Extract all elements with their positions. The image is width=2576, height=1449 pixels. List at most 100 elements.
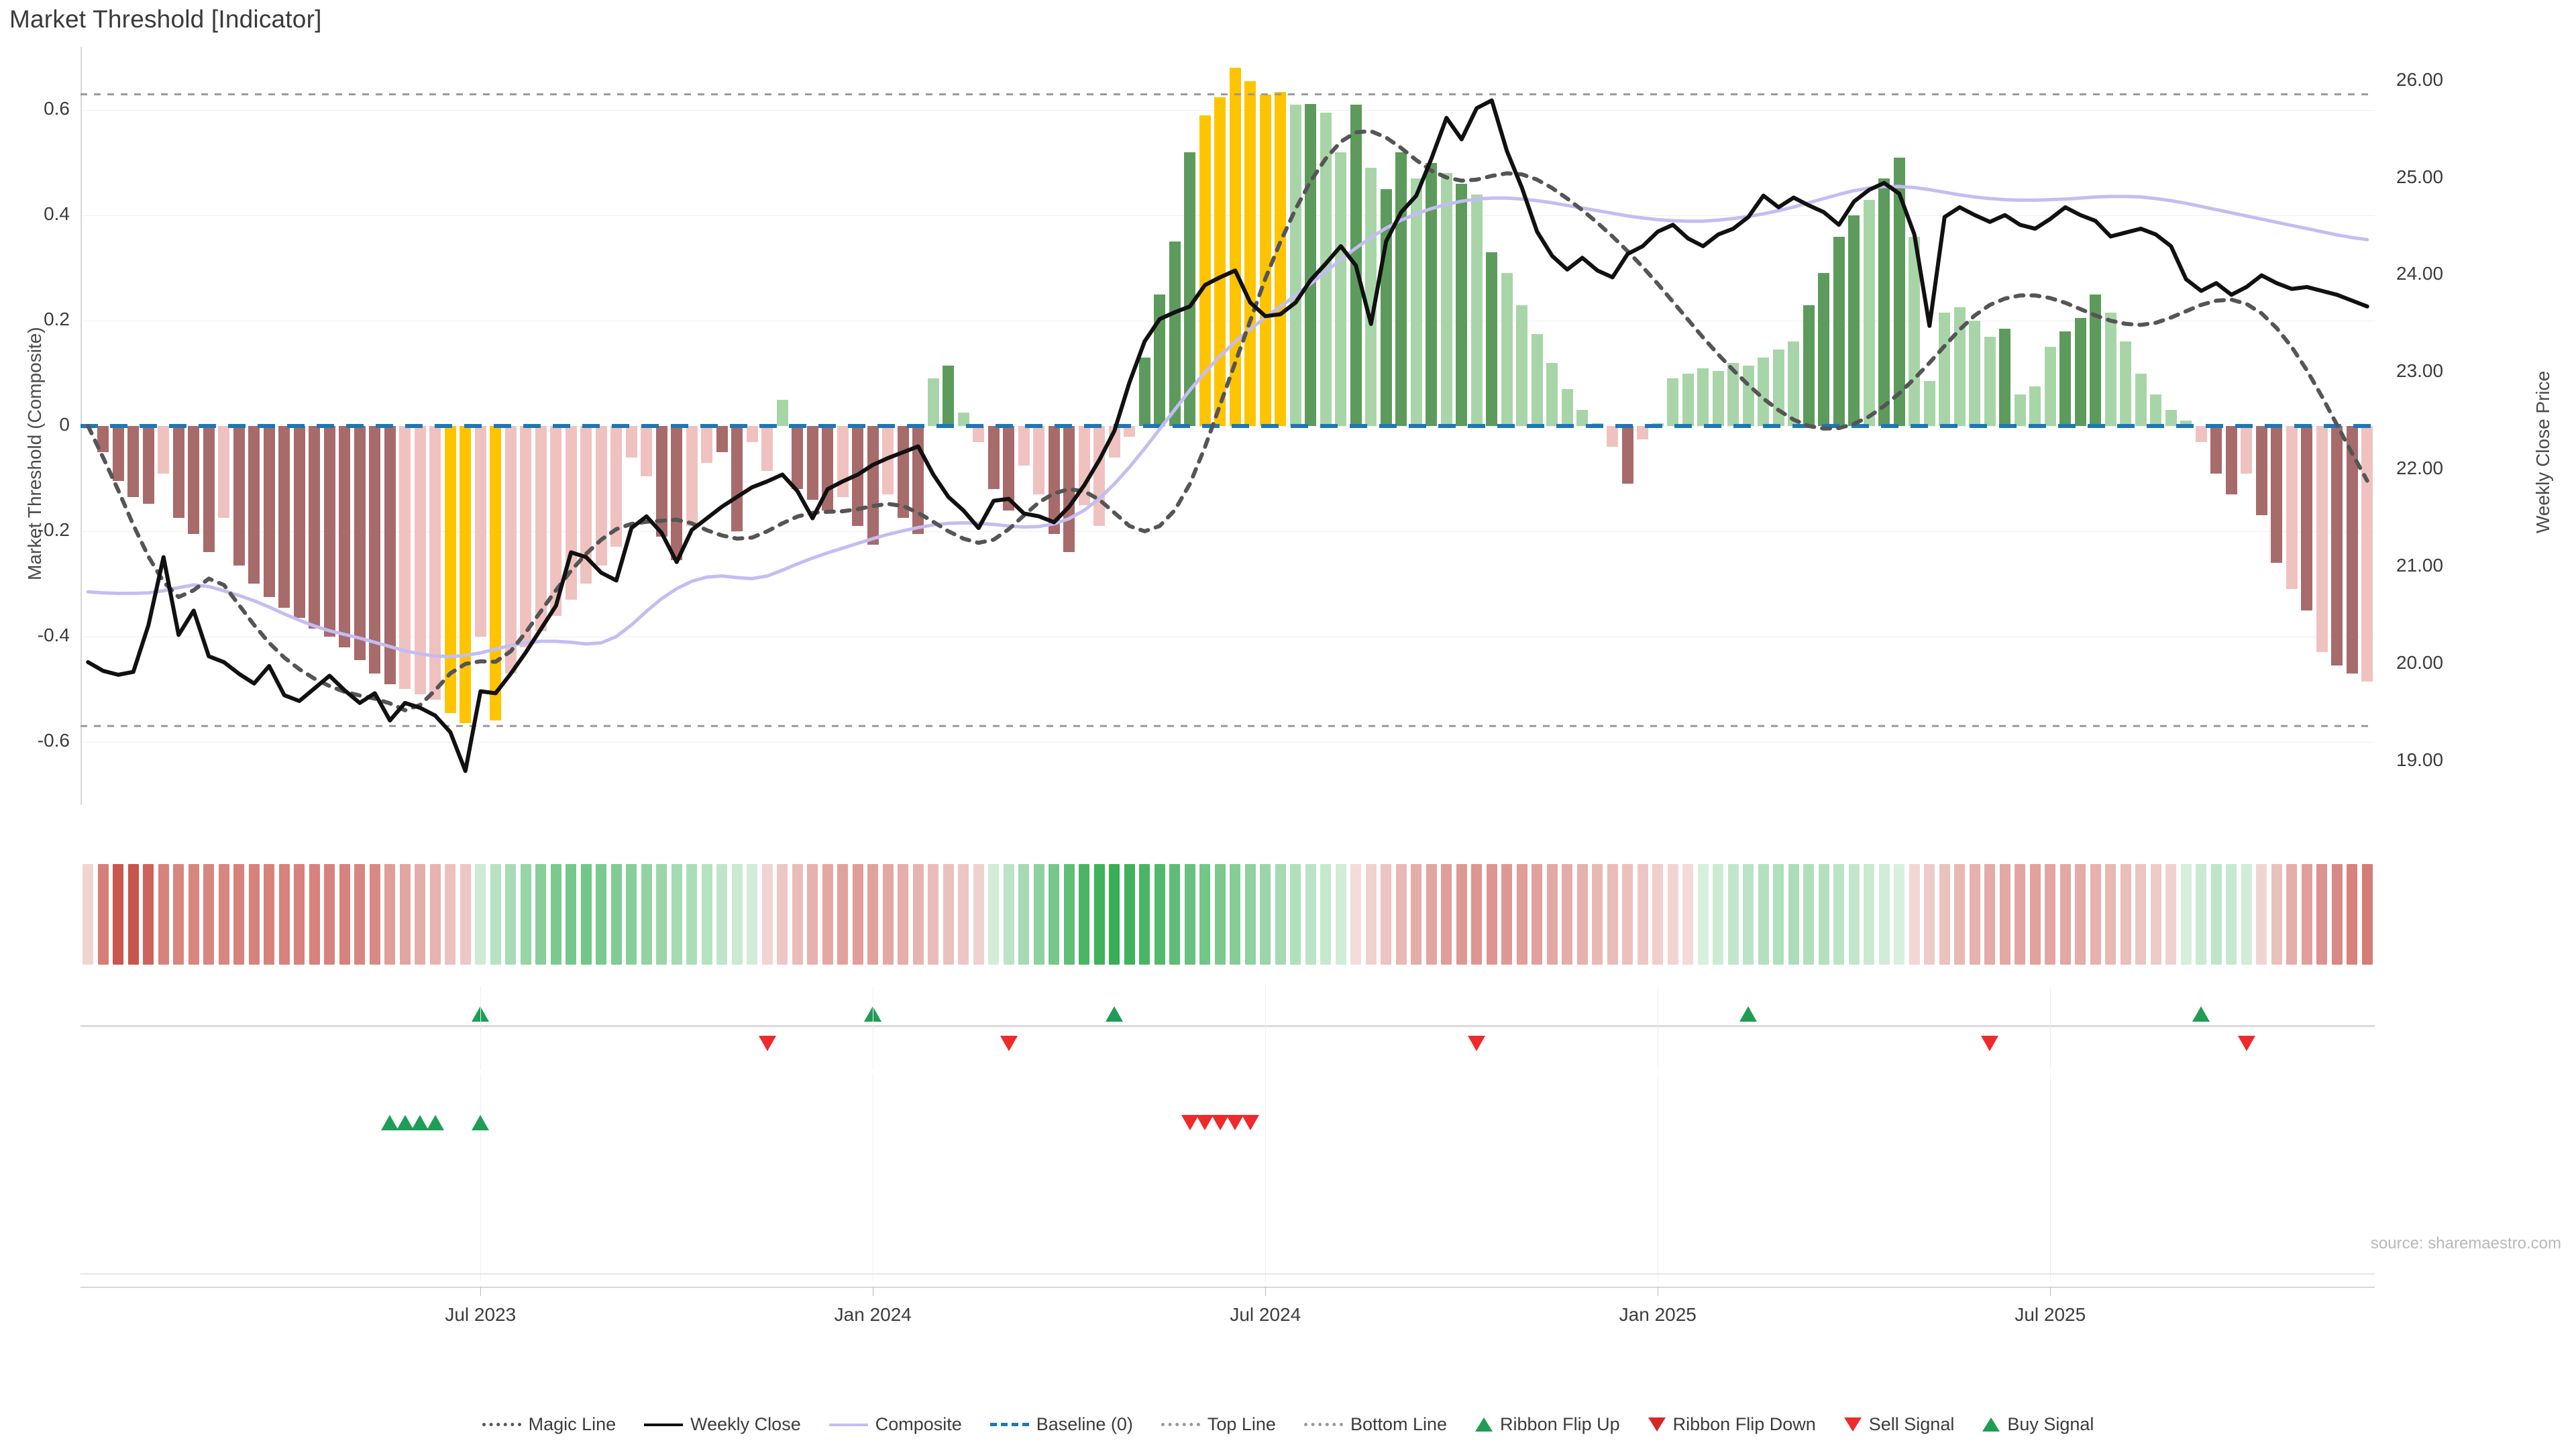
composite-bar	[233, 426, 245, 566]
ribbon-cell	[898, 864, 909, 965]
composite-bar	[1516, 305, 1528, 426]
ribbon-cell	[1093, 864, 1105, 965]
composite-bar	[309, 426, 321, 629]
ribbon-cell	[127, 864, 139, 965]
ribbon-cell	[399, 864, 411, 965]
ribbon-cell	[2226, 864, 2237, 965]
composite-bar	[1667, 378, 1679, 426]
ribbon-cell	[97, 864, 109, 965]
composite-bar	[323, 426, 335, 637]
ribbon-cell	[1441, 864, 1452, 965]
ribbon-cell	[596, 864, 607, 965]
ribbon-cell	[1350, 864, 1362, 965]
composite-bar	[1607, 426, 1619, 447]
composite-bar	[1758, 357, 1770, 426]
legend-item-sell-signal[interactable]: Sell Signal	[1843, 1414, 1954, 1435]
composite-bar	[686, 426, 698, 527]
legend-item-composite[interactable]: Composite	[828, 1414, 962, 1435]
legend-item-baseline-0[interactable]: Baseline (0)	[989, 1414, 1133, 1435]
legend-item-ribbon-flip-up[interactable]: Ribbon Flip Up	[1475, 1414, 1620, 1435]
ribbon-cell	[671, 864, 682, 965]
composite-bar	[1275, 91, 1287, 426]
composite-bar	[1199, 115, 1211, 426]
legend-item-weekly-close[interactable]: Weekly Close	[644, 1414, 801, 1435]
ribbon-cell	[2015, 864, 2026, 965]
month-separator	[480, 986, 482, 1070]
ribbon-cell	[2301, 864, 2312, 965]
ribbon-cell	[309, 864, 320, 965]
ribbon-cell	[580, 864, 592, 965]
legend-item-top-line[interactable]: Top Line	[1161, 1414, 1276, 1435]
legend-label: Ribbon Flip Up	[1500, 1414, 1620, 1434]
composite-bar	[97, 426, 109, 453]
ribbon-cell	[1411, 864, 1422, 965]
ribbon-cell	[2210, 864, 2222, 965]
ribbon-cell	[520, 864, 531, 965]
ribbon-cell	[1878, 864, 1890, 965]
ribbon-cell	[2361, 864, 2373, 965]
ribbon-cell	[490, 864, 501, 965]
ribbon-cell	[2286, 864, 2298, 965]
composite-bar	[2241, 426, 2253, 474]
main-indicator-panel: 0.6 0.4 0.2 0 -0.2 -0.4 -0.6 26.00 25.00 24.00 23.…	[38, 47, 2443, 805]
ribbon-cell	[610, 864, 622, 965]
composite-bar	[2225, 426, 2237, 494]
composite-bar	[1501, 273, 1513, 426]
right-tick-label: 22.00	[2396, 458, 2444, 479]
composite-bar	[1712, 370, 1724, 426]
ribbon-cell	[173, 864, 184, 965]
composite-bar	[2286, 426, 2298, 590]
ribbon-cell	[1244, 864, 1256, 965]
triangle-down-icon	[1843, 1417, 1862, 1432]
legend-item-buy-signal[interactable]: Buy Signal	[1982, 1414, 2094, 1435]
composite-bar	[1486, 252, 1498, 426]
ribbon-cell	[1562, 864, 1573, 965]
ribbon-cell	[1305, 864, 1316, 965]
composite-bar	[973, 426, 985, 442]
ribbon-cell	[1607, 864, 1618, 965]
composite-bar	[957, 413, 969, 426]
legend-item-ribbon-flip-down[interactable]: Ribbon Flip Down	[1648, 1414, 1816, 1435]
right-tick-label: 19.00	[2396, 749, 2444, 770]
composite-bar	[1470, 194, 1483, 426]
ribbon-cell	[1758, 864, 1769, 965]
composite-bar	[188, 426, 200, 534]
ribbon-cell	[1471, 864, 1483, 965]
x-tick-label: Jul 2025	[2015, 1304, 2086, 1325]
composite-bar	[1214, 97, 1226, 426]
left-tick-label: -0.6	[37, 729, 70, 751]
ribbon-cell	[2105, 864, 2116, 965]
sell-signal-marker	[1241, 1115, 1259, 1130]
x-tick-mark	[1265, 1287, 1267, 1296]
composite-bar	[792, 426, 804, 490]
ribbon-cell	[2045, 864, 2056, 965]
month-separator	[1265, 986, 1267, 1070]
composite-bar	[1410, 178, 1422, 426]
ribbon-cell	[1954, 864, 1966, 965]
ribbon-flip-up-marker	[2192, 1006, 2210, 1022]
composite-bar	[1848, 215, 1860, 426]
ribbon-cell	[1909, 864, 1920, 965]
ribbon-cell	[1803, 864, 1815, 965]
composite-bar	[1018, 426, 1030, 466]
legend-item-bottom-line[interactable]: Bottom Line	[1303, 1414, 1447, 1435]
ribbon-cell	[2090, 864, 2101, 965]
composite-bar	[2135, 373, 2147, 426]
left-axis-label: Market Threshold (Composite)	[24, 327, 45, 580]
composite-bar	[460, 426, 472, 724]
composite-bar	[1561, 389, 1573, 426]
ribbon-cell	[2135, 864, 2147, 965]
composite-bar	[2180, 421, 2192, 426]
composite-bar	[2120, 341, 2132, 426]
composite-bar	[1803, 305, 1815, 426]
ribbon-cell	[1652, 864, 1664, 965]
ribbon-cell	[233, 864, 245, 965]
dashed-line-icon	[989, 1423, 1029, 1426]
gridline	[80, 110, 2375, 111]
x-tick-mark	[2050, 1287, 2051, 1296]
legend-label: Composite	[875, 1414, 962, 1434]
ribbon-cell	[218, 864, 229, 965]
legend-item-magic-line[interactable]: Magic Line	[482, 1414, 616, 1435]
composite-bar	[1456, 184, 1468, 426]
composite-bar	[550, 426, 562, 616]
